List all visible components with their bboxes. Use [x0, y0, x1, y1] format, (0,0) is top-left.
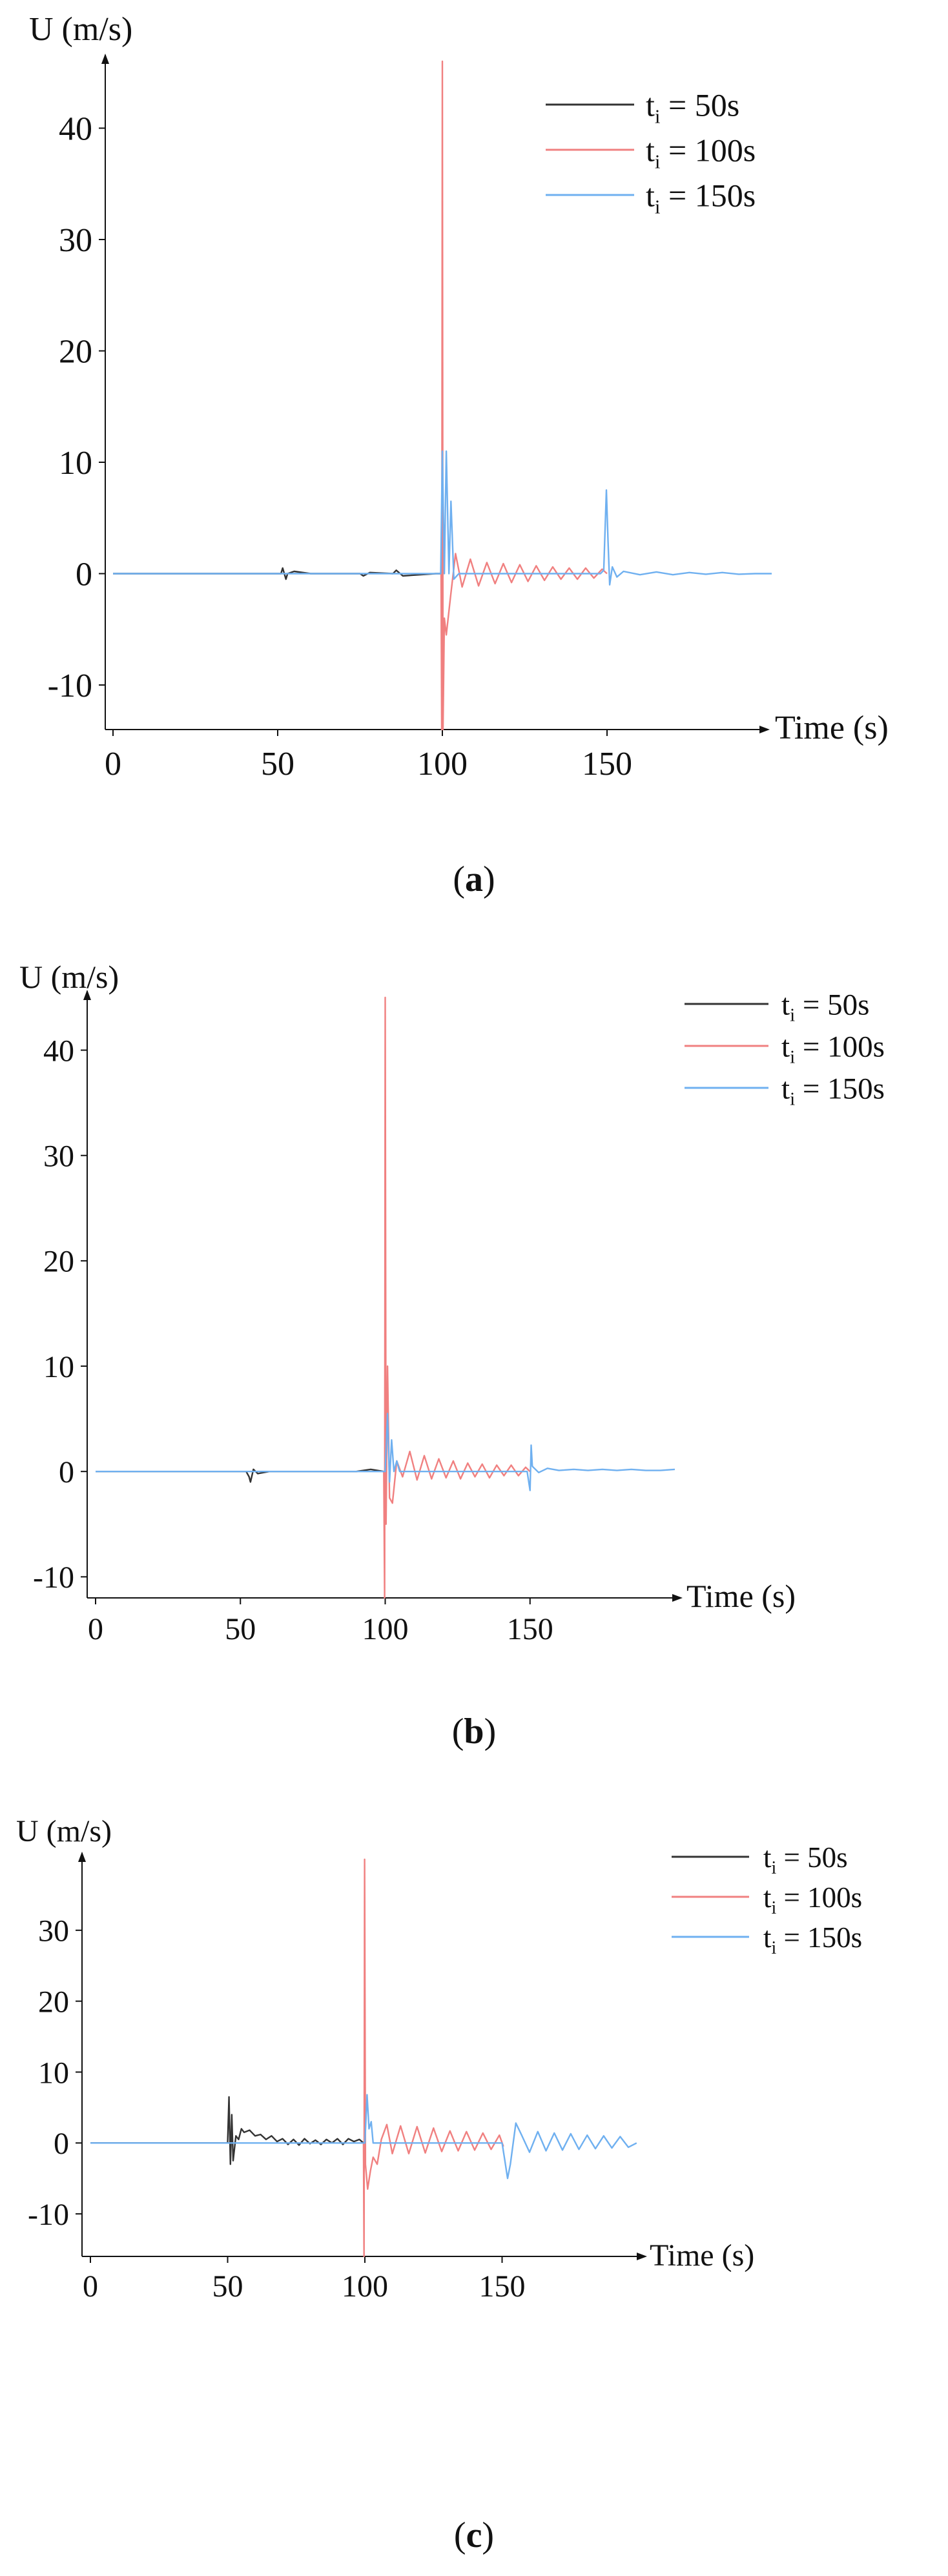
legend-entry-1: ti = 50s: [646, 87, 739, 128]
panel-caption: (c): [454, 2515, 494, 2555]
y-axis-label: U (m/s): [16, 1814, 112, 1848]
x-tick-label: 100: [417, 746, 468, 782]
chart-panel-c: U (m/s) Time (s) -10 0 10 20 30 0 50 100 150 ti = 5…: [16, 1814, 862, 2555]
legend-entry-2: ti = 100s: [646, 132, 756, 173]
y-axis-arrow: [101, 54, 109, 64]
x-tick-label: 150: [507, 1612, 553, 1646]
y-axis-label: U (m/s): [19, 959, 119, 995]
x-axis-arrow: [637, 2253, 647, 2260]
x-tick-label: 0: [88, 1612, 103, 1646]
legend-entry-1: ti = 50s: [781, 988, 869, 1025]
x-tick-label: 0: [83, 2269, 98, 2304]
legend-entry-3: ti = 150s: [763, 1921, 862, 1958]
y-tick-label: 40: [43, 1034, 74, 1068]
legend: ti = 50s ti = 100s ti = 150s: [685, 988, 885, 1109]
series-line-3: [96, 1413, 675, 1491]
y-tick-label: 20: [43, 1245, 74, 1279]
legend-entry-3: ti = 150s: [646, 178, 756, 218]
x-tick-label: 50: [225, 1612, 256, 1646]
chart-panel-b: U (m/s) Time (s) -10 0 10 20 30 40 0 50 100 150 ti =…: [19, 959, 885, 1752]
y-tick-label: 30: [43, 1140, 74, 1174]
x-tick-label: 100: [342, 2269, 388, 2304]
x-tick-label: 150: [582, 746, 632, 782]
series-line-3: [113, 450, 772, 586]
y-tick-label: 30: [38, 1914, 69, 1948]
panel-caption: (b): [452, 1712, 496, 1752]
panel-caption: (a): [453, 859, 495, 899]
chart-panel-a: U (m/s) Time (s) -10 0 10 20 30 40 0 50 100 150 ti =…: [29, 11, 889, 899]
series-line-2: [383, 996, 531, 1599]
y-tick-label: 40: [59, 111, 92, 148]
series-line-2: [362, 1858, 504, 2258]
x-axis-arrow: [759, 726, 770, 733]
y-tick-label: 20: [59, 334, 92, 371]
y-axis-label: U (m/s): [29, 11, 132, 48]
legend-entry-2: ti = 100s: [763, 1881, 862, 1918]
y-tick-label: 10: [43, 1350, 74, 1384]
y-tick-label: 0: [76, 557, 92, 593]
y-tick-label: 10: [59, 445, 92, 482]
x-axis-label: Time (s): [650, 2238, 754, 2273]
series-line-2: [440, 60, 608, 731]
x-tick-label: 100: [362, 1612, 409, 1646]
y-tick-label: 20: [38, 1985, 69, 2019]
y-tick-label: 0: [59, 1455, 74, 1489]
series-line-3: [90, 2094, 637, 2180]
x-tick-label: 150: [479, 2269, 526, 2304]
y-tick-label: 30: [59, 222, 92, 259]
y-tick-label: -10: [28, 2198, 69, 2232]
y-tick-label: -10: [48, 668, 92, 704]
y-tick-label: 0: [54, 2127, 69, 2161]
x-tick-label: 50: [212, 2269, 243, 2304]
x-axis-label: Time (s): [775, 710, 889, 746]
x-tick-label: 50: [261, 746, 294, 782]
legend-entry-2: ti = 100s: [781, 1030, 885, 1067]
legend-entry-1: ti = 50s: [763, 1841, 848, 1878]
x-tick-label: 0: [105, 746, 121, 782]
series-line-1: [90, 2096, 364, 2165]
x-axis-arrow: [672, 1594, 683, 1602]
y-axis-arrow: [78, 1852, 86, 1862]
y-tick-label: -10: [33, 1560, 74, 1595]
x-axis-label: Time (s): [686, 1578, 796, 1614]
y-tick-label: 10: [38, 2056, 69, 2090]
legend-entry-3: ti = 150s: [781, 1072, 885, 1109]
y-axis-arrow: [83, 990, 91, 1000]
